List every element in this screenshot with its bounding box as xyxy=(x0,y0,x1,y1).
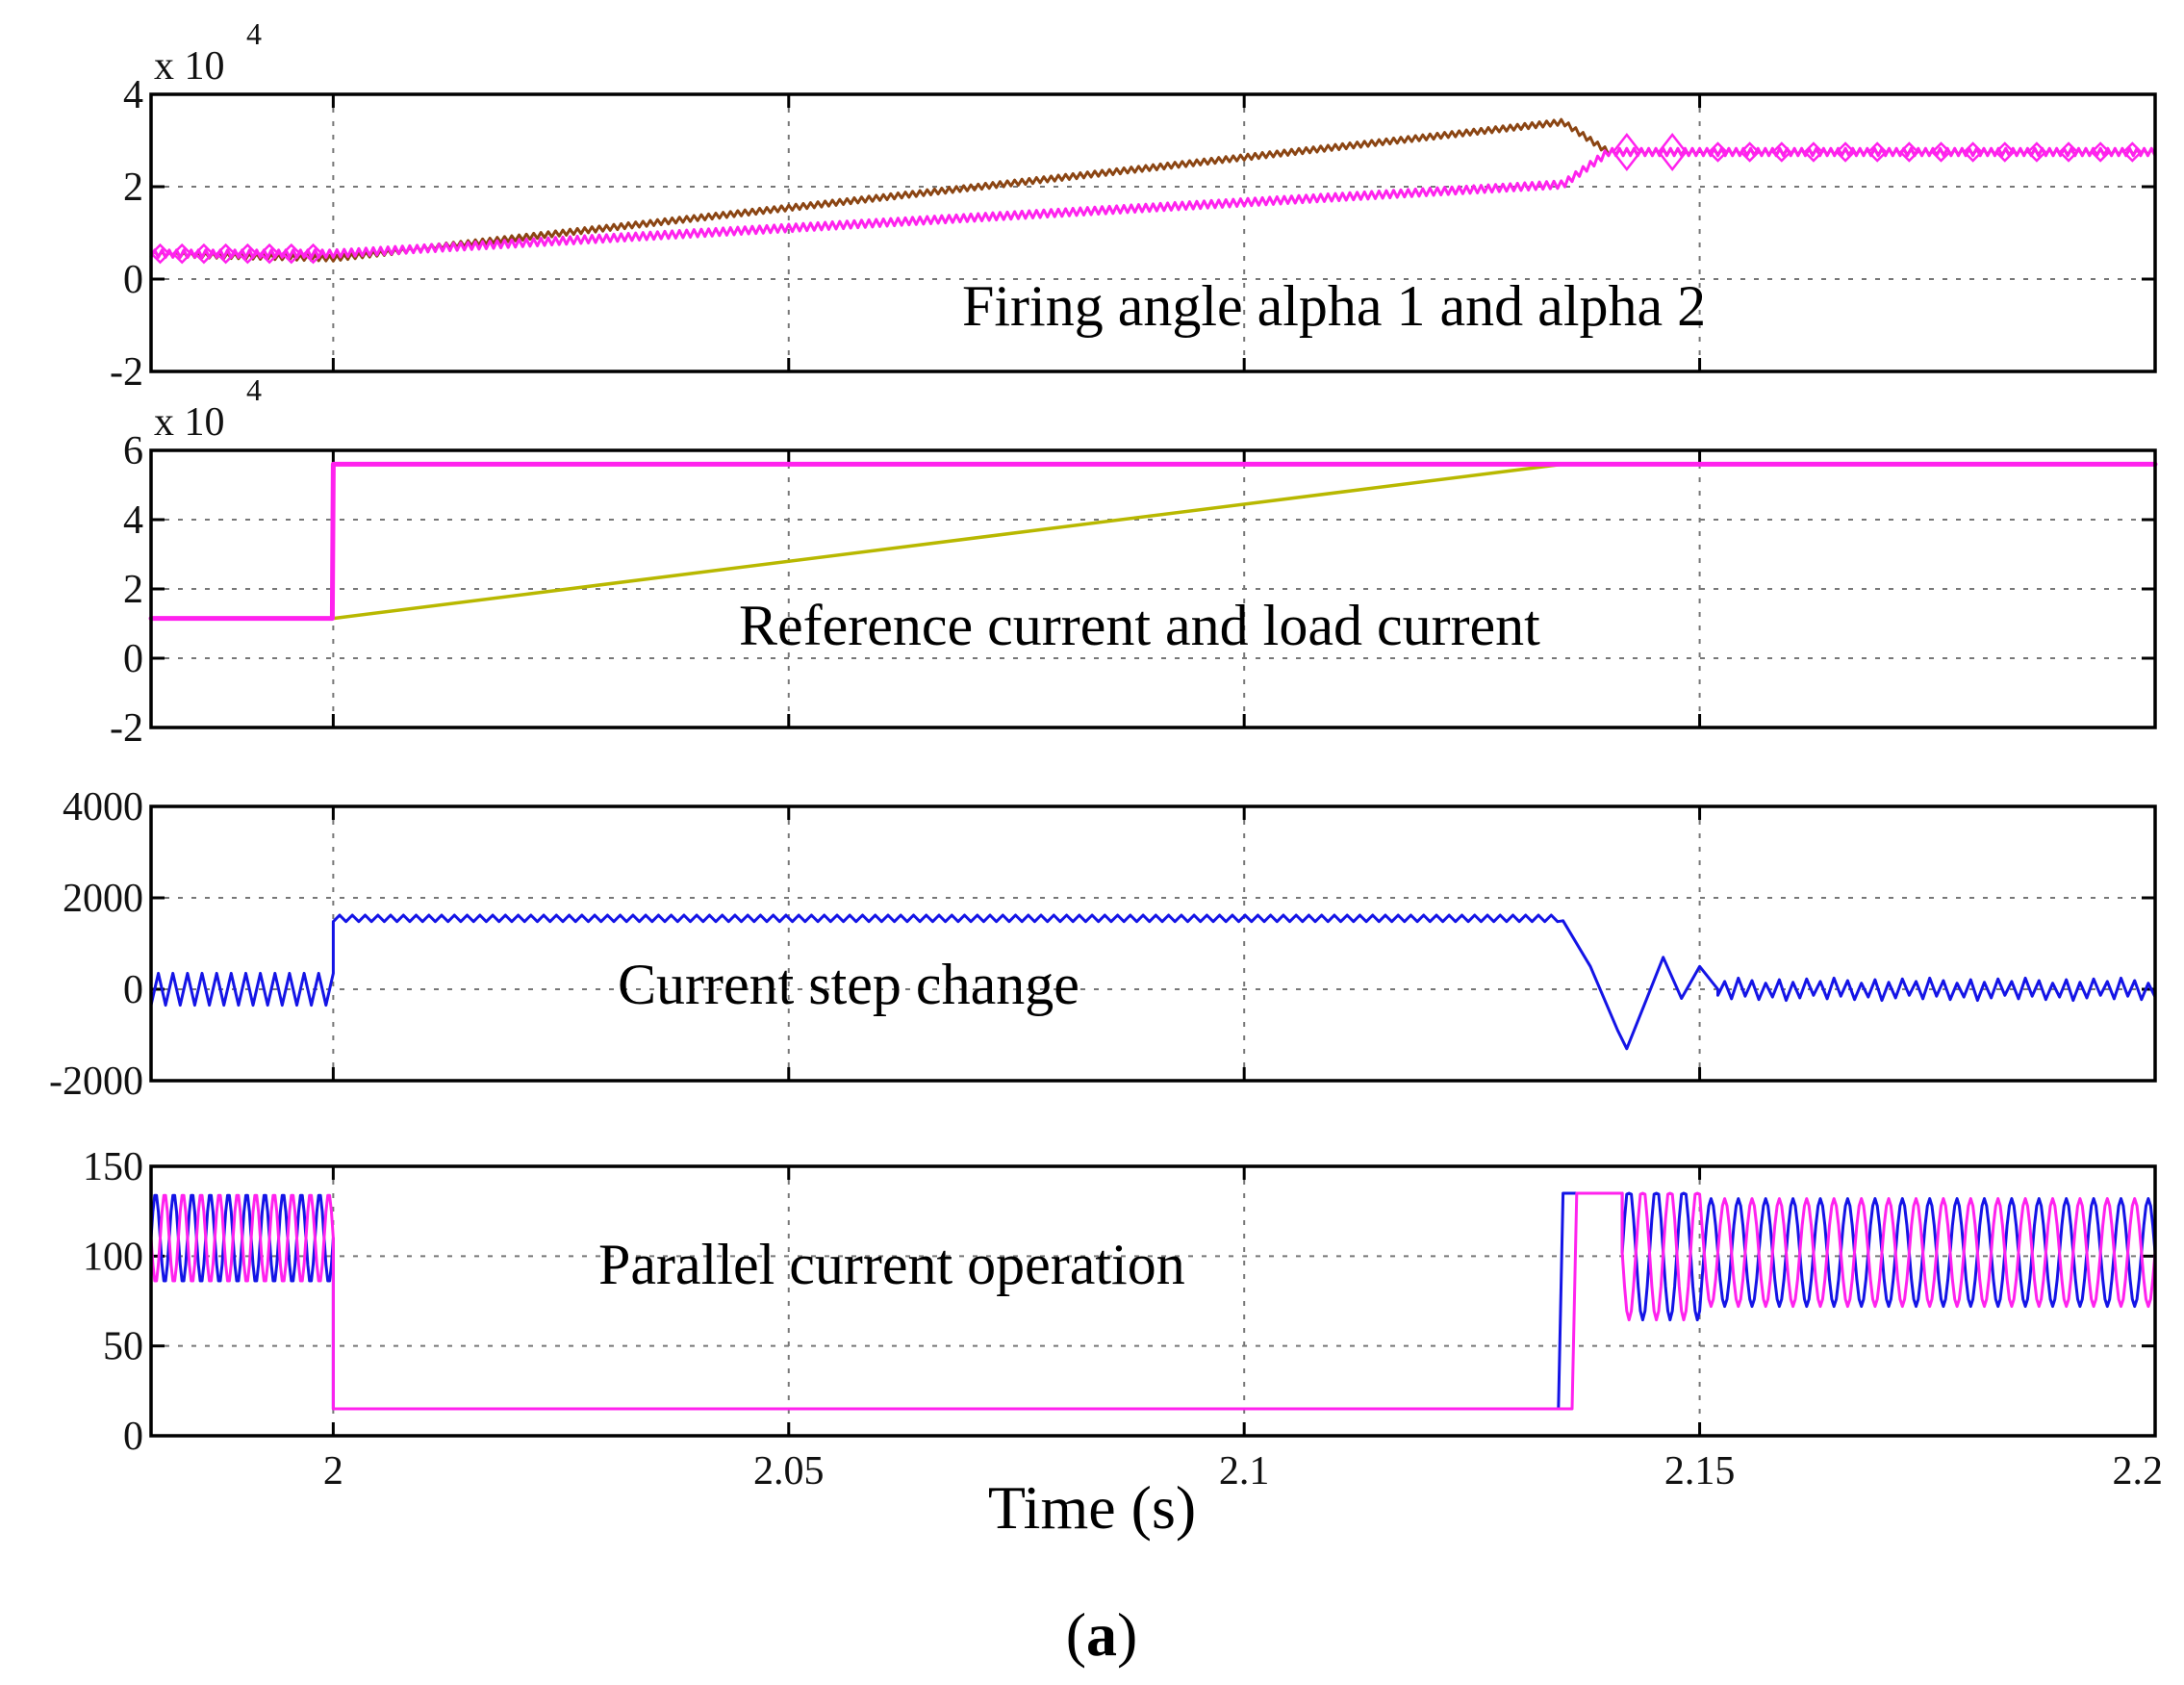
series-marker xyxy=(2090,141,2111,163)
series-marker xyxy=(259,243,280,265)
x-tick-label: 2.2 xyxy=(2113,1449,2164,1494)
panel-annotation: Reference current and load current xyxy=(739,594,1540,657)
panel-current-step: 4000 2000 0 -2000 Current step change xyxy=(49,785,2157,1104)
panel-grid xyxy=(151,1164,2155,1438)
series-marker xyxy=(2026,141,2047,163)
series-marker xyxy=(1835,141,1856,163)
panel-annotation: Firing angle alpha 1 and alpha 2 xyxy=(962,274,1706,338)
axes-frame xyxy=(149,804,2157,1083)
panel-annotation: Current step change xyxy=(618,953,1079,1016)
axes-frame xyxy=(149,448,2157,729)
series-marker xyxy=(1867,141,1888,163)
caption-open: ( xyxy=(1066,1600,1086,1669)
series-marker xyxy=(1612,132,1642,172)
y-exponent-power: 4 xyxy=(246,16,262,51)
panel-grid xyxy=(151,448,2155,729)
series-marker xyxy=(1898,141,1920,163)
series-marker xyxy=(215,243,237,265)
series-line-current-1 xyxy=(149,1191,2157,1411)
panel-parallel-current: 150 100 50 0 2 2.05 2.1 2.15 2.2 Parallel curre… xyxy=(83,1145,2163,1542)
series-marker xyxy=(2058,141,2079,163)
series-line-current xyxy=(149,913,2157,1051)
x-axis-label: Time (s) xyxy=(988,1473,1196,1542)
series-marker xyxy=(1739,141,1761,163)
y-tick-label: 4 xyxy=(123,73,143,117)
panel-series xyxy=(149,1191,2157,1411)
x-tick-labels: 2 2.05 2.1 2.15 2.2 xyxy=(323,1449,2163,1494)
y-tick-labels: 6 4 2 0 -2 xyxy=(110,429,143,751)
series-marker xyxy=(281,243,302,265)
panel-firing-angle: 4 2 0 -2 x 10 4 Firing angle alpha 1 and al… xyxy=(110,16,2157,395)
series-marker xyxy=(1962,141,1984,163)
caption-letter: a xyxy=(1086,1600,1117,1669)
y-tick-label: 6 xyxy=(123,429,143,473)
y-tick-label: 100 xyxy=(83,1235,143,1279)
panel-series xyxy=(149,117,2157,265)
series-marker xyxy=(302,243,324,265)
y-tick-label: 2 xyxy=(123,568,143,612)
series-marker xyxy=(1930,141,1952,163)
series-marker xyxy=(1994,141,2016,163)
y-tick-label: 4 xyxy=(123,498,143,543)
panel-series xyxy=(149,913,2157,1051)
y-tick-label: -2 xyxy=(110,350,143,395)
y-tick-label: 0 xyxy=(123,258,143,302)
y-tick-label: 2 xyxy=(123,166,143,210)
y-exponent-label: x 10 xyxy=(154,400,225,445)
y-exponent-power: 4 xyxy=(246,372,262,407)
series-marker xyxy=(1707,141,1729,163)
series-line-reference-current xyxy=(148,461,2158,622)
x-tick-label: 2.1 xyxy=(1219,1449,1270,1494)
y-tick-label: -2 xyxy=(110,706,143,751)
caption-close: ) xyxy=(1117,1600,1137,1669)
series-line-current-2 xyxy=(149,1191,2157,1411)
series-marker xyxy=(149,243,171,265)
series-marker xyxy=(1803,141,1824,163)
y-exponent-label: x 10 xyxy=(154,44,225,89)
series-marker xyxy=(237,243,259,265)
axes-frame xyxy=(149,1164,2157,1438)
y-tick-label: 0 xyxy=(123,968,143,1012)
x-tick-label: 2.15 xyxy=(1664,1449,1736,1494)
y-tick-label: 0 xyxy=(123,637,143,681)
x-tick-label: 2 xyxy=(323,1449,343,1494)
y-tick-labels: 4 2 0 -2 xyxy=(110,73,143,395)
y-tick-label: 2000 xyxy=(63,877,143,921)
y-tick-label: 50 xyxy=(103,1325,143,1369)
y-tick-label: -2000 xyxy=(49,1060,143,1104)
figure-caption: (a) xyxy=(1066,1600,1138,1669)
series-marker xyxy=(1771,141,1792,163)
series-marker xyxy=(1657,132,1688,172)
series-marker xyxy=(2121,141,2144,163)
panel-reference-current: 6 4 2 0 -2 x 10 4 Reference current and load… xyxy=(110,372,2158,751)
y-tick-label: 150 xyxy=(83,1145,143,1189)
y-tick-labels: 150 100 50 0 xyxy=(83,1145,143,1459)
x-tick-label: 2.05 xyxy=(753,1449,825,1494)
series-marker xyxy=(171,243,192,265)
panel-series xyxy=(148,461,2158,622)
series-marker xyxy=(193,243,215,265)
axes-frame xyxy=(149,92,2157,373)
y-tick-label: 0 xyxy=(123,1415,143,1459)
panel-annotation: Parallel current operation xyxy=(598,1233,1185,1296)
series-line-alpha-1 xyxy=(149,117,2157,263)
panel-grid xyxy=(151,804,2155,1083)
y-tick-label: 4000 xyxy=(63,785,143,830)
y-tick-labels: 4000 2000 0 -2000 xyxy=(49,785,143,1104)
